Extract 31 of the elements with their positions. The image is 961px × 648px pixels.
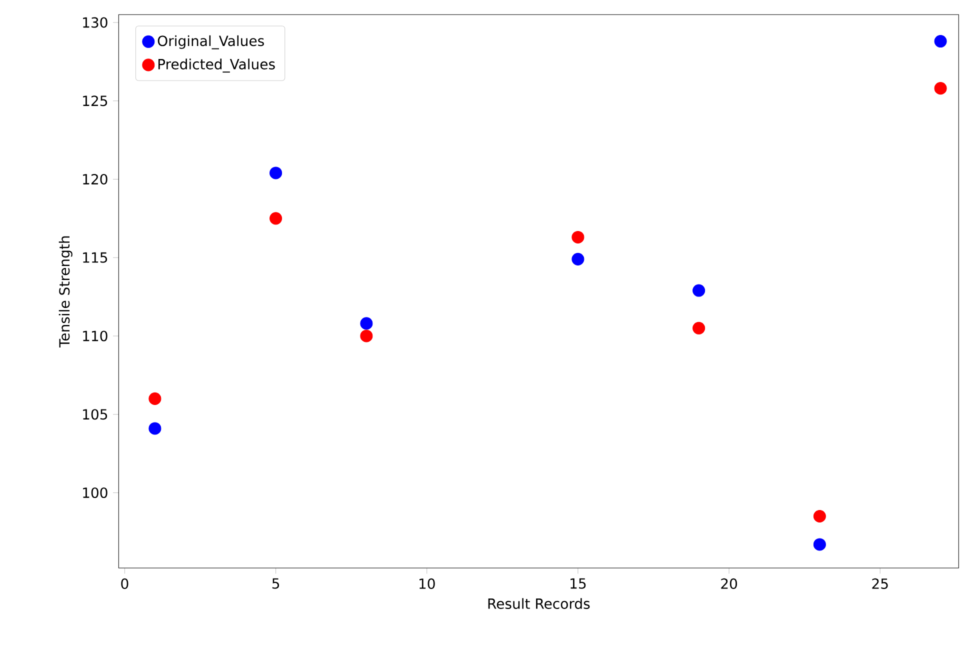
point (572, 230, 584, 244)
x-tick-label: 0 (121, 578, 128, 589)
y-tick-label: 110 (83, 330, 108, 342)
x-tick-label: 25 (872, 578, 888, 589)
y-axis-title: Tensile Strength (58, 236, 72, 348)
y-tick-label: 125 (83, 96, 108, 106)
point (934, 82, 947, 95)
point (360, 330, 373, 342)
x-tick-label: 20 (721, 578, 737, 589)
point (360, 317, 373, 330)
point (572, 252, 584, 266)
x-tick-label: 5 (272, 578, 280, 589)
point (692, 322, 706, 334)
y-tick-label: 100 (83, 487, 108, 498)
legend-label: Predicted_Values (158, 58, 275, 73)
point (270, 212, 282, 225)
point (148, 392, 162, 405)
point (934, 35, 947, 48)
y-tick-label: 130 (83, 17, 108, 28)
x-tick-label: 10 (419, 578, 435, 589)
point (813, 538, 826, 551)
x-tick-label: 15 (570, 578, 586, 589)
y-tick-label: 120 (83, 174, 108, 185)
point (692, 284, 706, 297)
y-tick-label: 105 (83, 409, 108, 420)
y-tick-label: 115 (83, 252, 108, 263)
point (270, 166, 282, 180)
point (813, 510, 826, 523)
legend-label: Original_Values (158, 35, 264, 50)
point (148, 422, 162, 435)
x-axis-title: Result Records (488, 598, 590, 609)
